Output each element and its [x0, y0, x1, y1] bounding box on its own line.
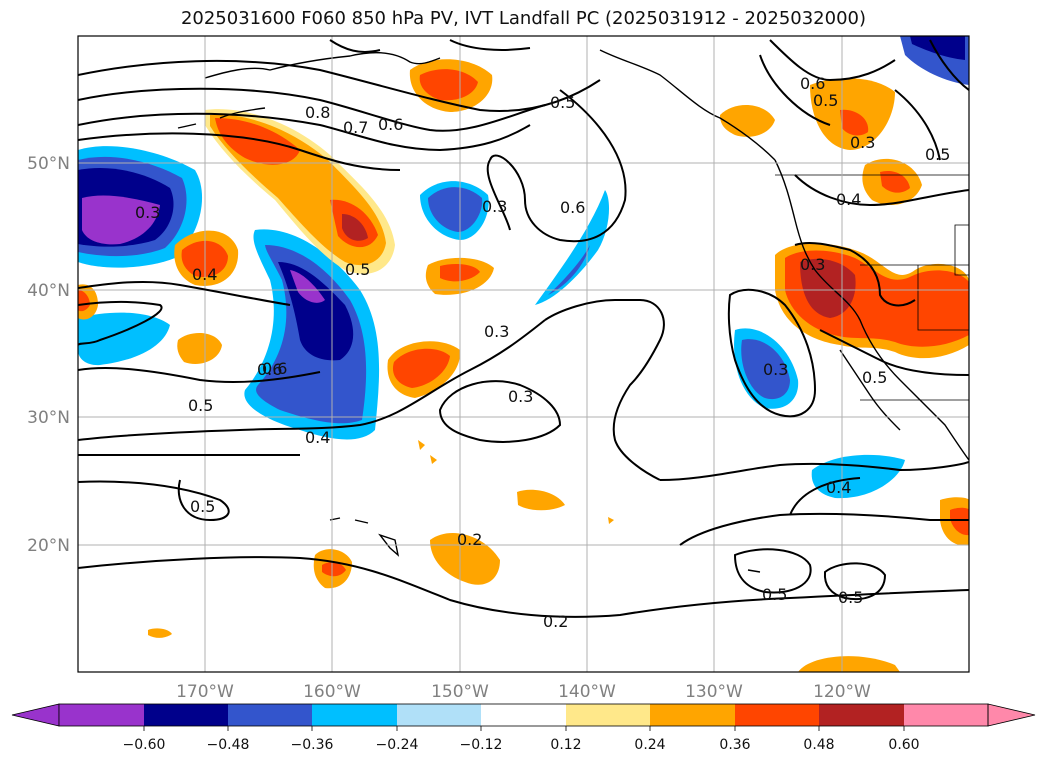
contour-label: 0.6 — [257, 360, 282, 379]
contour-label: 0.8 — [305, 103, 330, 122]
colorbar-bin — [735, 704, 819, 726]
colorbar-tick-label: −0.36 — [291, 737, 334, 753]
contour-labels: 0.8 0.7 0.6 0.5 0.6 0.5 0.3 0.6 0.4 0.3 … — [135, 74, 950, 631]
contour-label: 0.6 — [262, 359, 287, 378]
lat-tick-label: 20°N — [27, 536, 70, 556]
contour-label: 0.4 — [305, 428, 330, 447]
contour-label: 0.3 — [135, 203, 160, 222]
colorbar-bin — [650, 704, 735, 726]
contour-label: 0.2 — [457, 530, 482, 549]
contour-label: 0.4 — [192, 265, 217, 284]
contour-label: 0.3 — [800, 255, 825, 274]
contour-label: 0.5 — [838, 588, 863, 607]
contour-label: 0.5 — [813, 91, 838, 110]
colorbar-tick-label: 0.24 — [634, 737, 665, 753]
ivt-contours — [78, 39, 969, 618]
contour-label: 0.5 — [925, 145, 950, 164]
contour-label: 0.6 — [560, 198, 585, 217]
contour-label: 0.5 — [190, 497, 215, 516]
colorbar-tick-label: −0.48 — [207, 737, 250, 753]
colorbar-tick-label: 0.12 — [550, 737, 581, 753]
colorbar-tick-label: −0.60 — [123, 737, 166, 753]
lon-tick-labels: 170°W 160°W 150°W 140°W 130°W 120°W — [176, 682, 871, 702]
contour-label: 0.6 — [800, 74, 825, 93]
contour-label: 0.5 — [550, 93, 575, 112]
colorbar-tick-label: 0.36 — [719, 737, 750, 753]
colorbar-bin — [144, 704, 228, 726]
colorbar-bin — [904, 704, 988, 726]
map-title: 2025031600 F060 850 hPa PV, IVT Landfall… — [180, 8, 867, 29]
colorbar-tick-label: −0.24 — [376, 737, 419, 753]
gridlines — [78, 36, 969, 672]
lat-tick-label: 50°N — [27, 154, 70, 174]
contour-label: 0.5 — [762, 585, 787, 604]
contour-label: 0.6 — [378, 115, 403, 134]
colorbar-extend-low — [11, 703, 60, 727]
lat-tick-labels: 50°N 40°N 30°N 20°N — [27, 154, 70, 556]
coastlines — [177, 49, 969, 573]
lon-tick-label: 140°W — [558, 682, 616, 702]
neg-anomaly-120w — [811, 454, 905, 499]
borders — [775, 174, 969, 401]
colorbar-bin — [397, 704, 481, 726]
lat-tick-label: 40°N — [27, 281, 70, 301]
colorbar-bin — [819, 704, 904, 726]
colorbar-bin — [481, 704, 566, 726]
contour-label: 0.4 — [836, 190, 861, 209]
colorbar-bin — [59, 704, 144, 726]
map-area: 0.8 0.7 0.6 0.5 0.6 0.5 0.3 0.6 0.4 0.3 … — [78, 36, 969, 672]
lon-tick-label: 170°W — [176, 682, 234, 702]
contour-label: 0.3 — [484, 322, 509, 341]
contour-label: 0.3 — [508, 387, 533, 406]
contour-label: 0.5 — [188, 396, 213, 415]
lon-tick-label: 160°W — [303, 682, 361, 702]
lon-tick-label: 150°W — [431, 682, 489, 702]
contour-label: 0.4 — [826, 478, 851, 497]
colorbar-bin — [312, 704, 397, 726]
contour-label: 0.3 — [763, 360, 788, 379]
neg-anomaly-140w — [535, 190, 610, 305]
contour-label: 0.3 — [482, 197, 507, 216]
colorbar-tick-label: −0.12 — [460, 737, 503, 753]
contour-label: 0.5 — [345, 260, 370, 279]
colorbar-bin — [228, 704, 312, 726]
colorbar-extend-high — [987, 703, 1036, 727]
colorbar-tick-label: 0.60 — [888, 737, 919, 753]
contour-label: 0.5 — [862, 368, 887, 387]
colorbar-bin — [566, 704, 650, 726]
lat-tick-label: 30°N — [27, 408, 70, 428]
contour-label: 0.7 — [343, 118, 368, 137]
colorbar: −0.60 −0.48 −0.36 −0.24 −0.12 0.12 0.24 … — [11, 703, 1036, 753]
contour-label: 0.3 — [850, 133, 875, 152]
lon-tick-label: 130°W — [685, 682, 743, 702]
lon-tick-label: 120°W — [813, 682, 871, 702]
contour-label: 0.2 — [543, 612, 568, 631]
colorbar-tick-label: 0.48 — [803, 737, 834, 753]
map-frame — [77, 35, 970, 673]
